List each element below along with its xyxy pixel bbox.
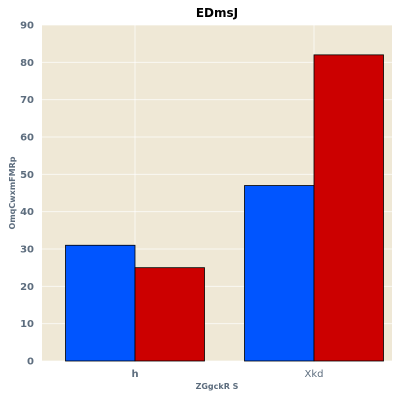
x-tick-label: Xkd — [305, 369, 324, 380]
y-tick-label: 20 — [20, 282, 34, 293]
bars — [65, 54, 384, 362]
y-axis-ticks: 0 10 20 30 40 50 60 70 80 90 — [20, 21, 34, 368]
x-tick-label: h — [131, 369, 138, 380]
y-tick-label: 80 — [20, 58, 34, 69]
chart-title: EDmsJ — [196, 6, 238, 20]
bar — [134, 267, 205, 362]
y-tick-label: 10 — [20, 319, 34, 330]
y-axis-label: OmqCwxmFMRp — [8, 156, 17, 229]
y-tick-label: 90 — [20, 21, 34, 32]
bar — [244, 185, 315, 362]
bar — [65, 244, 136, 362]
y-tick-label: 40 — [20, 207, 34, 218]
bar — [313, 54, 384, 362]
y-tick-label: 0 — [27, 357, 34, 368]
y-tick-label: 70 — [20, 95, 34, 106]
x-axis-ticks: h Xkd — [131, 369, 323, 380]
y-tick-label: 30 — [20, 245, 34, 256]
y-tick-label: 50 — [20, 170, 34, 181]
x-axis-label: ZGgckR S — [196, 382, 239, 391]
y-tick-label: 60 — [20, 133, 34, 144]
